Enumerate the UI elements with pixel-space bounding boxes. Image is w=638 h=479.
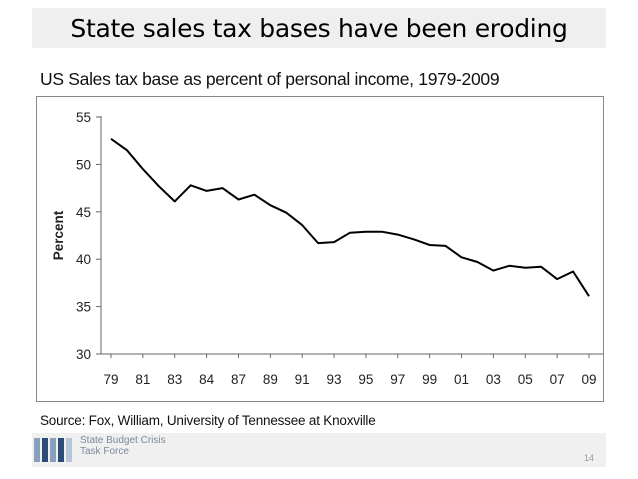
y-tick-label: 45 xyxy=(76,205,91,220)
y-tick-label: 30 xyxy=(76,347,91,362)
chart-title: US Sales tax base as percent of personal… xyxy=(40,69,500,89)
chart-source: Source: Fox, William, University of Tenn… xyxy=(40,413,376,428)
x-tick-label: 01 xyxy=(454,372,469,387)
x-tick-label: 79 xyxy=(103,372,118,387)
y-tick-label: 55 xyxy=(76,110,91,125)
logo-line-2: Task Force xyxy=(80,446,129,457)
x-tick-label: 99 xyxy=(422,372,437,387)
logo-line-1: State Budget Crisis xyxy=(80,435,166,446)
x-tick-label: 89 xyxy=(263,372,278,387)
slide-title: State sales tax bases have been eroding xyxy=(70,14,568,43)
x-tick-label: 07 xyxy=(550,372,565,387)
x-tick-label: 83 xyxy=(167,372,182,387)
x-tick-label: 84 xyxy=(199,372,215,387)
y-tick-label: 50 xyxy=(76,157,91,172)
slide-title-bar: State sales tax bases have been eroding xyxy=(32,8,606,48)
logo-icon xyxy=(34,438,74,462)
x-tick-label: 09 xyxy=(581,372,596,387)
footer-bar: State Budget Crisis Task Force 14 xyxy=(32,433,606,467)
x-tick-label: 93 xyxy=(327,372,342,387)
y-tick-label: 35 xyxy=(76,300,91,315)
page-number: 14 xyxy=(583,453,594,463)
x-tick-label: 05 xyxy=(518,372,533,387)
x-tick-label: 95 xyxy=(358,372,373,387)
x-tick-label: 91 xyxy=(295,372,310,387)
x-tick-label: 87 xyxy=(231,372,246,387)
x-tick-label: 97 xyxy=(390,372,405,387)
series-line xyxy=(110,137,590,297)
line-chart: 30 35 40 45 50 55 79 81 83 84 87 89 91 93 95 97 99 01 03 05… xyxy=(51,110,603,387)
y-axis-label: Percent xyxy=(51,210,66,260)
x-tick-label: 03 xyxy=(486,372,501,387)
chart-frame: 30 35 40 45 50 55 79 81 83 84 87 89 91 93 95 97 99 01 03 05… xyxy=(36,96,604,402)
x-tick-label: 81 xyxy=(135,372,150,387)
logo-text: State Budget Crisis Task Force xyxy=(80,435,166,457)
y-tick-label: 40 xyxy=(76,252,91,267)
